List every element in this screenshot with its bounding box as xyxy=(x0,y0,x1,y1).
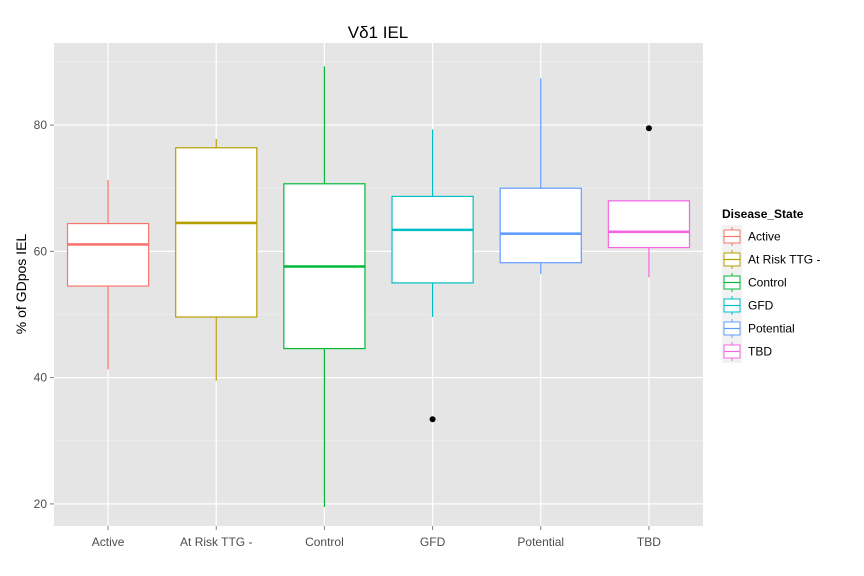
y-axis-title: % of GDpos IEL xyxy=(13,234,29,335)
legend-item: GFD xyxy=(722,294,774,317)
legend-item: Control xyxy=(722,271,787,294)
outlier-point xyxy=(429,416,436,423)
legend-label: TBD xyxy=(748,345,772,359)
legend-item: Active xyxy=(722,225,781,248)
box-control xyxy=(283,66,366,508)
chart-title: Vδ1 IEL xyxy=(348,23,409,42)
box-at-risk-ttg xyxy=(175,138,258,381)
y-tick-label: 40 xyxy=(34,371,48,385)
y-tick-label: 60 xyxy=(34,244,48,258)
legend-label: Control xyxy=(748,276,787,290)
plot-panel xyxy=(54,43,703,526)
box-tbd xyxy=(607,125,691,278)
x-axis: Active At Risk TTG - Control GFD Potential TB… xyxy=(92,526,661,549)
box-body xyxy=(499,187,582,264)
y-tick-label: 20 xyxy=(34,497,48,511)
box-body xyxy=(66,222,150,287)
box-body xyxy=(391,195,474,284)
x-tick-label: GFD xyxy=(420,535,446,549)
box-body xyxy=(607,200,691,249)
box-active xyxy=(66,180,150,370)
legend: Disease_State Active At Risk TTG - Control… xyxy=(722,207,820,363)
box-potential xyxy=(499,78,582,275)
legend-item: At Risk TTG - xyxy=(722,248,820,271)
legend-label: At Risk TTG - xyxy=(748,253,820,267)
legend-label: Active xyxy=(748,230,781,244)
legend-item: Potential xyxy=(722,317,795,340)
y-tick-label: 80 xyxy=(34,118,48,132)
y-axis: 20 40 60 80 xyxy=(34,118,54,511)
x-tick-label: At Risk TTG - xyxy=(180,535,252,549)
box-gfd xyxy=(391,129,474,423)
box-body xyxy=(175,147,258,318)
outlier-point xyxy=(645,125,652,132)
x-tick-label: Active xyxy=(92,535,125,549)
box-series xyxy=(66,66,691,508)
legend-title: Disease_State xyxy=(722,207,804,221)
legend-label: Potential xyxy=(748,322,795,336)
legend-item: TBD xyxy=(722,340,772,363)
x-tick-label: TBD xyxy=(637,535,661,549)
x-tick-label: Potential xyxy=(517,535,564,549)
legend-label: GFD xyxy=(748,299,774,313)
x-tick-label: Control xyxy=(305,535,344,549)
